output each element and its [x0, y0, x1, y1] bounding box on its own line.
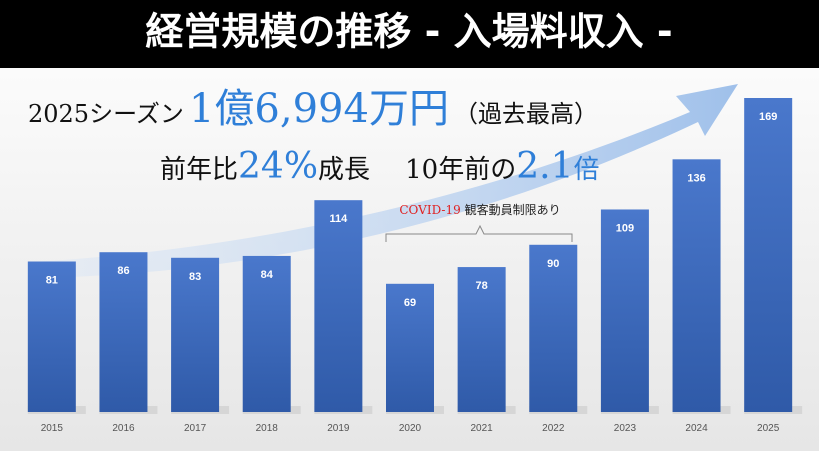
bar	[744, 98, 793, 412]
title: 経営規模の推移 - 入場料収入 -	[145, 10, 672, 54]
bar	[386, 283, 434, 412]
header-bar	[0, 0, 819, 68]
bars: 81 2015 86 2016 83 2017 84 2018 114 2019 69 2020 78 2…	[27, 98, 803, 434]
annotation-text: 観客動員制限あり	[465, 202, 561, 217]
x-tick-label: 2018	[256, 423, 279, 434]
value-label: 81	[46, 275, 58, 287]
headline-2: 前年比24%成長 10年前の2.1倍	[160, 146, 600, 187]
value-label: 109	[616, 222, 634, 234]
brace	[385, 224, 573, 242]
annotation-covid: COVID-19	[399, 203, 460, 217]
x-tick-label: 2019	[327, 423, 350, 434]
headline-highlight: 2.1	[516, 146, 573, 187]
headline-highlight: 1億6,994万円	[189, 86, 449, 132]
value-label: 169	[759, 111, 777, 123]
bar	[457, 267, 506, 412]
x-tick-label: 2021	[471, 423, 494, 434]
x-tick-label: 2015	[41, 423, 64, 434]
bar	[27, 261, 76, 412]
headline-text: （過去最高）	[454, 100, 598, 128]
value-label: 90	[547, 258, 559, 270]
headline-1: 2025シーズン 1億6,994万円 （過去最高）	[28, 86, 598, 132]
x-tick-label: 2020	[399, 423, 422, 434]
x-tick-label: 2016	[112, 423, 135, 434]
x-tick-label: 2024	[685, 423, 708, 434]
bar	[672, 159, 721, 412]
value-label: 78	[476, 280, 488, 292]
annotation: COVID-19 観客動員制限あり	[399, 202, 560, 217]
bar	[242, 255, 291, 412]
bar	[600, 209, 649, 412]
bar	[99, 252, 148, 412]
x-tick-label: 2022	[542, 423, 565, 434]
value-label: 69	[404, 297, 416, 309]
headline-highlight: 24%	[238, 146, 318, 187]
x-tick-label: 2025	[757, 423, 780, 434]
x-tick-label: 2017	[184, 423, 207, 434]
headline-text: 成長	[318, 155, 370, 185]
value-label: 86	[117, 265, 129, 277]
value-label: 114	[329, 213, 348, 225]
headline-text: 10年前の	[405, 155, 516, 185]
value-label: 136	[687, 172, 705, 184]
x-tick-label: 2023	[614, 423, 637, 434]
headline-text: 前年比	[160, 155, 238, 185]
value-label: 84	[261, 269, 274, 281]
bar	[314, 200, 363, 412]
bar	[529, 244, 578, 412]
headline-text: 2025シーズン	[28, 100, 184, 128]
headline-highlight: 倍	[574, 155, 600, 185]
value-label: 83	[189, 271, 201, 283]
bar	[171, 257, 220, 412]
